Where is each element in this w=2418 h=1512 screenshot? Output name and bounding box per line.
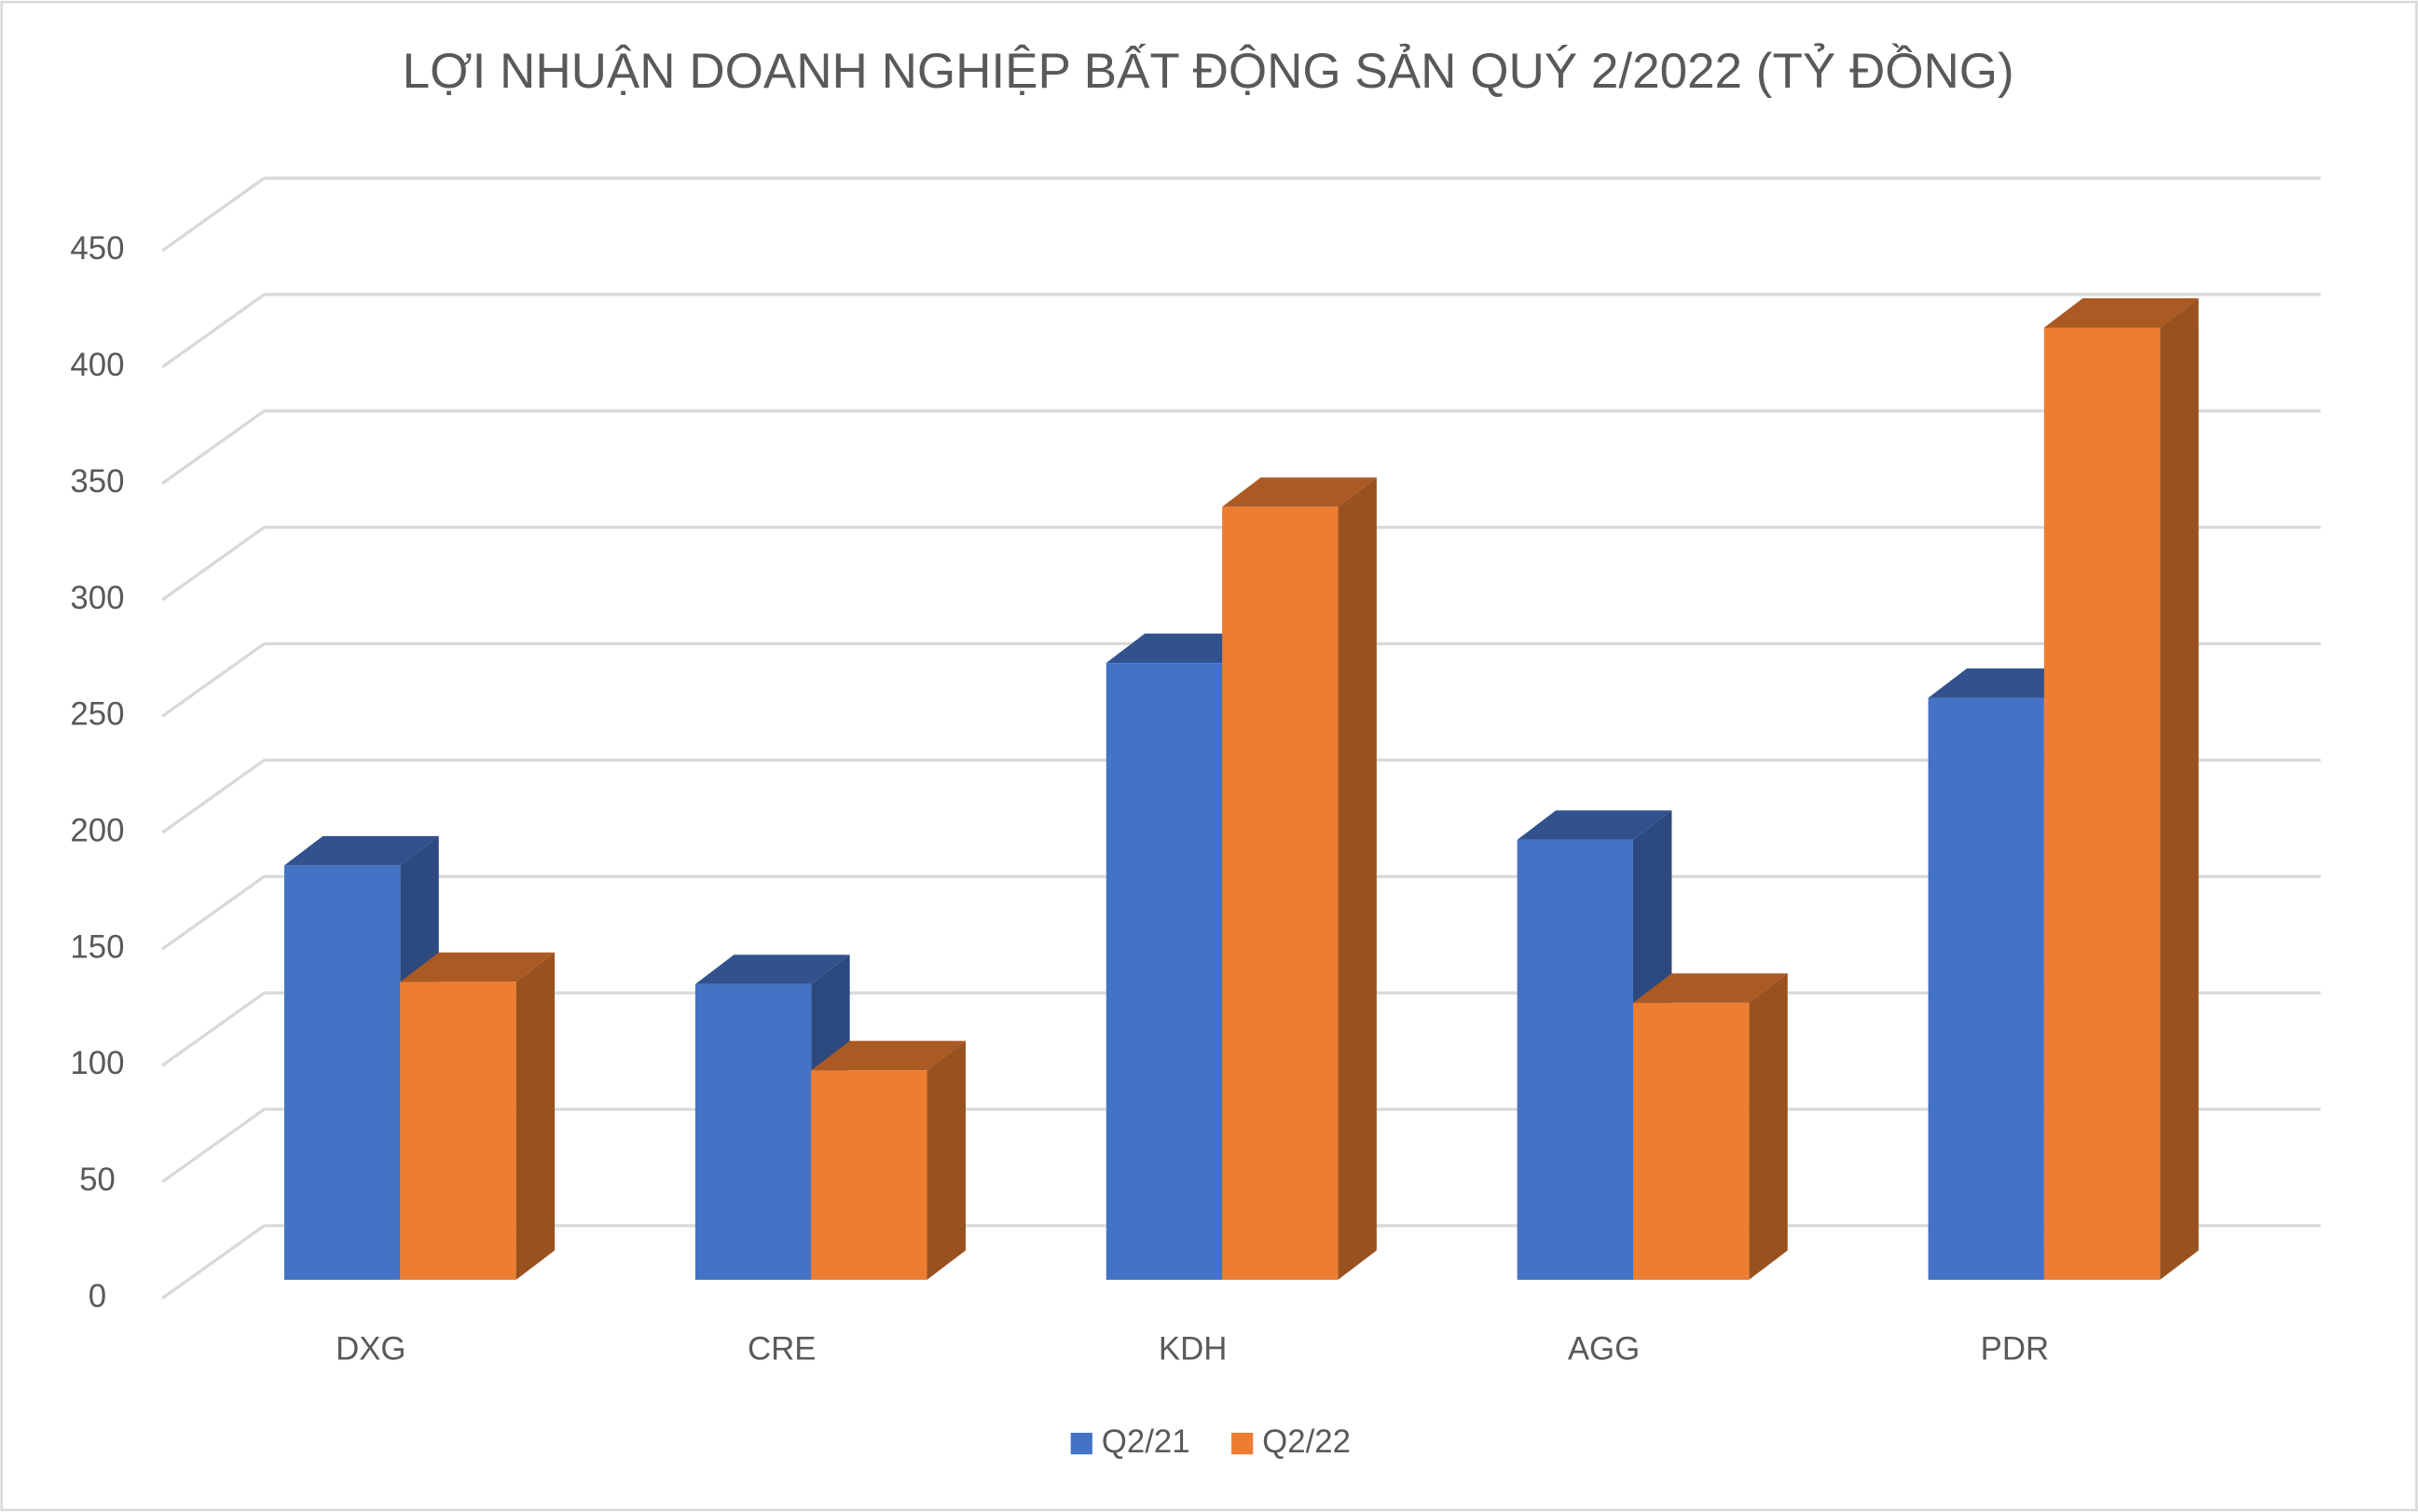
grid-line-side: [161, 526, 266, 601]
bar-top: [1222, 477, 1377, 507]
bar-side: [1338, 477, 1377, 1280]
legend-swatch: [1070, 1432, 1092, 1455]
bar-top: [1632, 973, 1788, 1003]
bar: [283, 865, 401, 1280]
y-tick-label: 150: [70, 928, 124, 965]
bar-top: [400, 952, 556, 983]
bar: [811, 1070, 927, 1280]
y-tick-label: 450: [70, 230, 124, 267]
bar-top: [694, 955, 850, 984]
bar: [1928, 697, 2044, 1280]
bar: [1517, 839, 1633, 1280]
y-tick-label: 250: [70, 696, 124, 733]
bar: [694, 983, 812, 1280]
legend-swatch: [1231, 1432, 1254, 1455]
bar: [400, 982, 516, 1280]
bar-top: [283, 835, 439, 866]
grid-line-side: [161, 176, 266, 253]
bar: [1106, 663, 1223, 1280]
legend-label: Q2/21: [1102, 1423, 1190, 1460]
y-tick-label: 0: [89, 1278, 106, 1314]
grid-line-side: [161, 759, 266, 834]
bar-side: [927, 1040, 966, 1280]
x-tick-label: CRE: [748, 1330, 816, 1367]
bar: [1632, 1002, 1750, 1280]
y-tick-label: 350: [70, 463, 124, 500]
grid-line-side: [161, 642, 266, 718]
bar-top: [811, 1040, 966, 1071]
grid-line-side: [161, 409, 266, 486]
bar-side: [1749, 973, 1788, 1280]
chart-title: LỢI NHUẬN DOANH NGHIỆP BẤT ĐỘNG SẢN QUÝ …: [403, 43, 2014, 99]
y-tick-label: 400: [70, 347, 124, 383]
bar: [2043, 327, 2161, 1280]
bar: [1222, 506, 1339, 1280]
grid-line-side: [161, 874, 266, 951]
bar-side: [2160, 298, 2199, 1280]
legend-label: Q2/22: [1262, 1423, 1351, 1460]
x-tick-label: AGG: [1568, 1330, 1640, 1367]
grid-line-side: [161, 1224, 266, 1300]
bar-side: [515, 952, 556, 1280]
grid-line-side: [161, 293, 266, 369]
y-tick-label: 100: [70, 1045, 124, 1081]
bar-top: [1517, 810, 1672, 840]
grid-line-side: [161, 991, 266, 1067]
y-tick-label: 300: [70, 580, 124, 616]
x-tick-label: DXG: [336, 1330, 405, 1367]
x-tick-label: PDR: [1981, 1330, 2049, 1367]
grid-line-side: [161, 1107, 266, 1184]
y-tick-label: 50: [79, 1161, 116, 1198]
y-tick-label: 200: [70, 813, 124, 849]
bar-top: [2043, 298, 2199, 328]
x-tick-label: KDH: [1159, 1330, 1227, 1367]
